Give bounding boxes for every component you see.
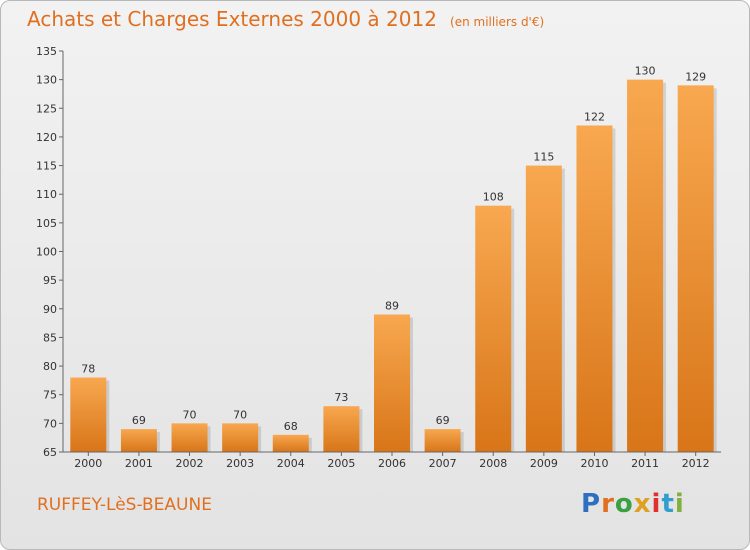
bar-2011 [627,79,664,453]
data-label: 115 [533,151,554,164]
chart-title: Achats et Charges Externes 2000 à 2012 [27,7,437,31]
x-tick-label: 2012 [682,457,710,470]
bar-2007 [424,429,461,452]
bar-2010 [576,125,613,452]
bars-group [70,79,717,453]
chart-subtitle: (en milliers d'€) [450,15,545,29]
logo-letter: P [581,489,602,519]
data-label: 108 [483,191,504,204]
x-tick-label: 2008 [479,457,507,470]
data-label: 122 [584,110,605,123]
x-tick-label: 2006 [378,457,406,470]
y-tick-label: 130 [36,74,57,87]
y-tick-label: 90 [43,303,57,316]
data-label: 73 [334,391,348,404]
logo-letter: r [601,489,615,519]
data-label: 78 [81,363,95,376]
bar-2009 [525,165,562,453]
bar-2005 [323,406,360,452]
y-tick-label: 115 [36,160,57,173]
y-tick-label: 105 [36,217,57,230]
y-tick-label: 80 [43,360,57,373]
x-tick-label: 2005 [327,457,355,470]
y-tick-label: 65 [43,446,57,459]
x-tick-label: 2001 [125,457,153,470]
bar-2001 [120,429,157,452]
logo-letter: x [633,489,652,519]
x-tick-label: 2003 [226,457,254,470]
bar-2002 [171,423,208,452]
x-tick-label: 2011 [631,457,659,470]
y-tick-label: 110 [36,188,57,201]
x-tick-label: 2010 [580,457,608,470]
bar-2000 [70,377,107,452]
x-tick-label: 2000 [74,457,102,470]
x-tick-label: 2002 [176,457,204,470]
data-label: 68 [284,420,298,433]
x-tick-label: 2004 [277,457,305,470]
chart-title-block: Achats et Charges Externes 2000 à 2012 (… [27,7,544,31]
data-label: 69 [436,414,450,427]
logo-letter: t [661,489,675,519]
y-tick-label: 70 [43,417,57,430]
logo-letter: i [674,489,685,519]
x-tick-label: 2009 [530,457,558,470]
x-tick-label: 2007 [429,457,457,470]
bar-2008 [475,205,512,452]
proxiti-logo: Proxiti [581,489,685,519]
y-tick-label: 95 [43,274,57,287]
data-label: 70 [233,408,247,421]
data-label: 69 [132,414,146,427]
y-tick-label: 120 [36,131,57,144]
data-label: 130 [635,65,656,78]
bar-2006 [374,314,410,452]
y-tick-label: 135 [36,45,57,58]
labels-group: 65 70 75 80 85 90 95 100 105 110 115 120 125 130 135 20… [36,45,710,470]
logo-letter: o [614,489,634,519]
axes-group [59,50,721,456]
bar-2012 [677,85,714,452]
logo-letter: i [651,489,662,519]
bar-2004 [272,434,309,452]
data-label: 129 [685,70,706,83]
y-tick-label: 75 [43,389,57,402]
commune-name: RUFFEY-LèS-BEAUNE [37,495,212,515]
y-tick-label: 85 [43,331,57,344]
data-label: 70 [183,408,197,421]
y-tick-label: 125 [36,102,57,115]
y-tick-label: 100 [36,246,57,259]
bar-2003 [222,423,259,452]
data-label: 89 [385,300,399,313]
